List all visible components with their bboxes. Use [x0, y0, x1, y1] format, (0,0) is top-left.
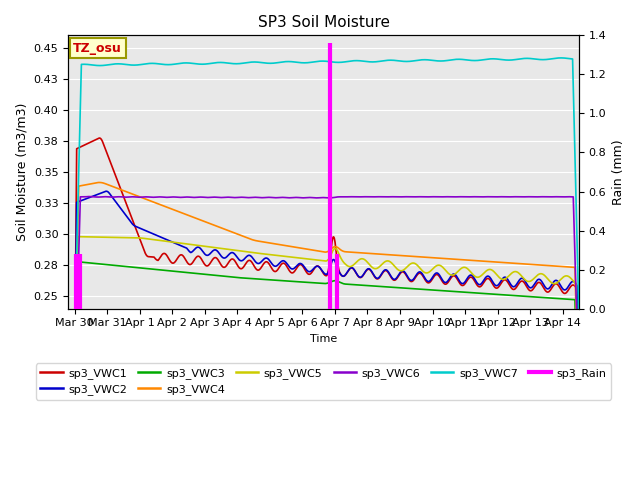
X-axis label: Time: Time — [310, 334, 337, 344]
Text: TZ_osu: TZ_osu — [73, 42, 122, 55]
Y-axis label: Soil Moisture (m3/m3): Soil Moisture (m3/m3) — [15, 103, 28, 241]
Legend: sp3_VWC1, sp3_VWC2, sp3_VWC3, sp3_VWC4, sp3_VWC5, sp3_VWC6, sp3_VWC7, sp3_Rain: sp3_VWC1, sp3_VWC2, sp3_VWC3, sp3_VWC4, … — [36, 363, 611, 400]
Title: SP3 Soil Moisture: SP3 Soil Moisture — [257, 15, 390, 30]
Y-axis label: Rain (mm): Rain (mm) — [612, 139, 625, 205]
